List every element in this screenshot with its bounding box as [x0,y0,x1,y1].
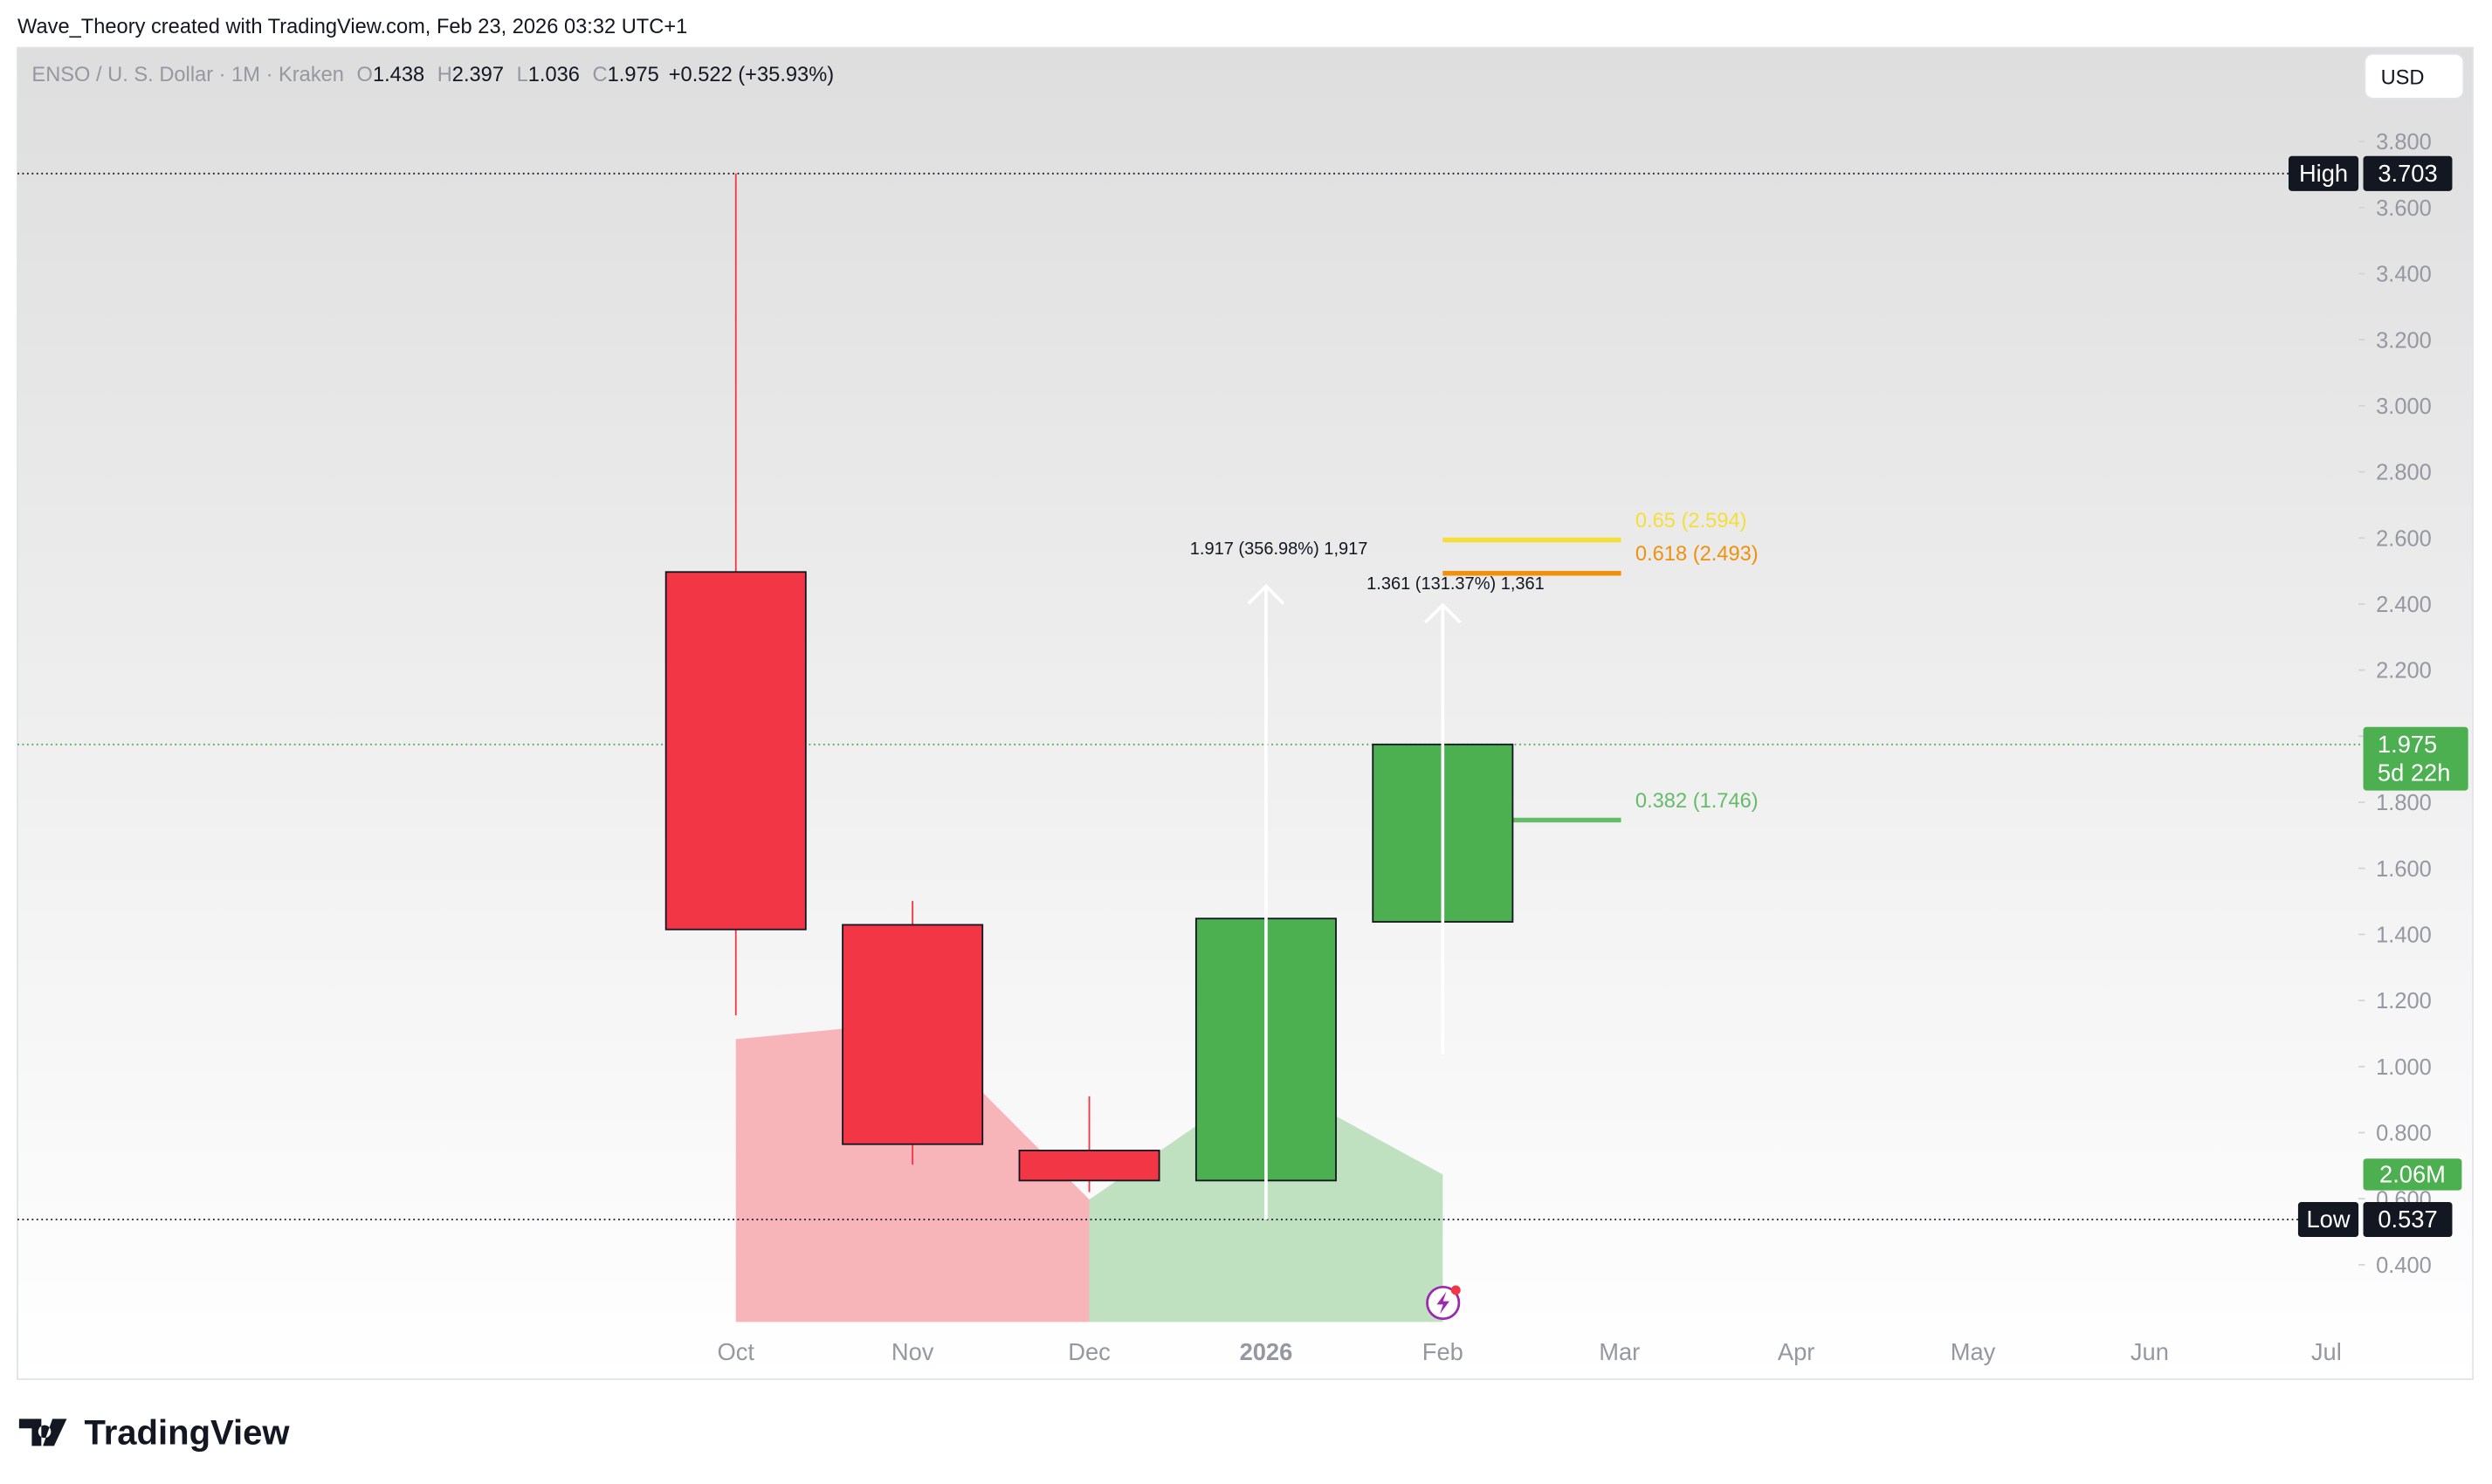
legend-value: 1.036 [528,64,580,86]
fib-label: 0.382 (1.746) [1635,790,1759,813]
currency-label: USD [2381,66,2425,89]
legend-change: +0.522 (+35.93%) [669,64,834,86]
y-tick-label: 2.800 [2376,461,2432,485]
alert-bolt [1436,1291,1449,1315]
legend-symbol: ENSO / U. S. Dollar · 1M · Kraken [31,64,344,86]
fib-label: 0.65 (2.594) [1635,510,1747,532]
x-tick-label: Mar [1599,1338,1640,1365]
fib-label: 0.618 (2.493) [1635,543,1759,566]
last-price: 1.975 [2378,731,2437,758]
x-tick-label: Jun [2131,1338,2169,1365]
brand-name: TradingView [84,1413,290,1452]
legend-key: C [593,64,608,86]
currency-button[interactable] [2364,52,2465,100]
countdown: 5d 22h [2378,759,2451,787]
high-value-bg [2363,155,2453,191]
legend-value: 2.397 [452,64,504,86]
measure-label: 1.917 (356.98%) 1,917 [1190,539,1368,559]
y-tick-label: 1.800 [2376,791,2432,815]
legend-key: O [357,64,373,86]
high-text: High [2299,160,2348,187]
brand: TradingView [18,1413,290,1452]
y-tick-label: 3.400 [2376,263,2432,287]
x-tick-label: 2026 [1240,1338,1293,1365]
low-value: 0.537 [2378,1206,2437,1233]
last-price-bg [2363,726,2468,791]
y-tick-label: 1.600 [2376,857,2432,882]
y-tick-label: 0.400 [2376,1254,2432,1278]
x-tick-label: Dec [1068,1338,1111,1365]
y-tick-label: 1.400 [2376,924,2432,948]
low-value-bg [2363,1202,2453,1238]
candle-body [664,571,807,931]
y-tick-label: 2.200 [2376,659,2432,684]
legend-key: H [437,64,452,86]
low-text-bg [2297,1202,2359,1238]
y-tick-label: 3.600 [2376,196,2432,221]
legend-value: 1.438 [373,64,424,86]
y-tick-label: 3.200 [2376,328,2432,353]
x-tick-label: Feb [1422,1338,1463,1365]
x-tick-label: Jul [2311,1338,2342,1365]
y-tick-label: 2.400 [2376,593,2432,617]
header: Wave_Theory created with TradingView.com… [17,16,687,38]
volume-label-bg [2363,1158,2462,1191]
measure-arrowhead [1247,583,1285,605]
legend-key: L [517,64,528,86]
y-tick-label: 3.000 [2376,395,2432,419]
measure-label: 1.361 (131.37%) 1,361 [1366,574,1545,594]
measure-arrowhead [1424,602,1462,624]
candle-body [842,924,984,1145]
volume-label: 2.06M [2379,1161,2446,1188]
x-tick-label: Apr [1778,1338,1814,1365]
y-tick-label: 0.800 [2376,1122,2432,1146]
legend-value: 1.975 [608,64,659,86]
x-tick-label: May [1951,1338,1996,1365]
legend: ENSO / U. S. Dollar · 1M · Kraken O1.438 H… [31,64,834,86]
y-tick-label: 3.800 [2376,130,2432,155]
x-tick-label: Oct [718,1338,755,1365]
logo [18,1419,67,1446]
y-tick-label: 1.000 [2376,1055,2432,1080]
high-value: 3.703 [2378,160,2437,187]
alert-dot [1450,1285,1461,1295]
candle-body [1018,1150,1160,1182]
y-tick-label: 1.200 [2376,989,2432,1013]
x-tick-label: Nov [891,1338,934,1365]
y-tick-label: 2.600 [2376,526,2432,551]
high-text-bg [2289,155,2359,191]
low-text: Low [2306,1206,2350,1233]
